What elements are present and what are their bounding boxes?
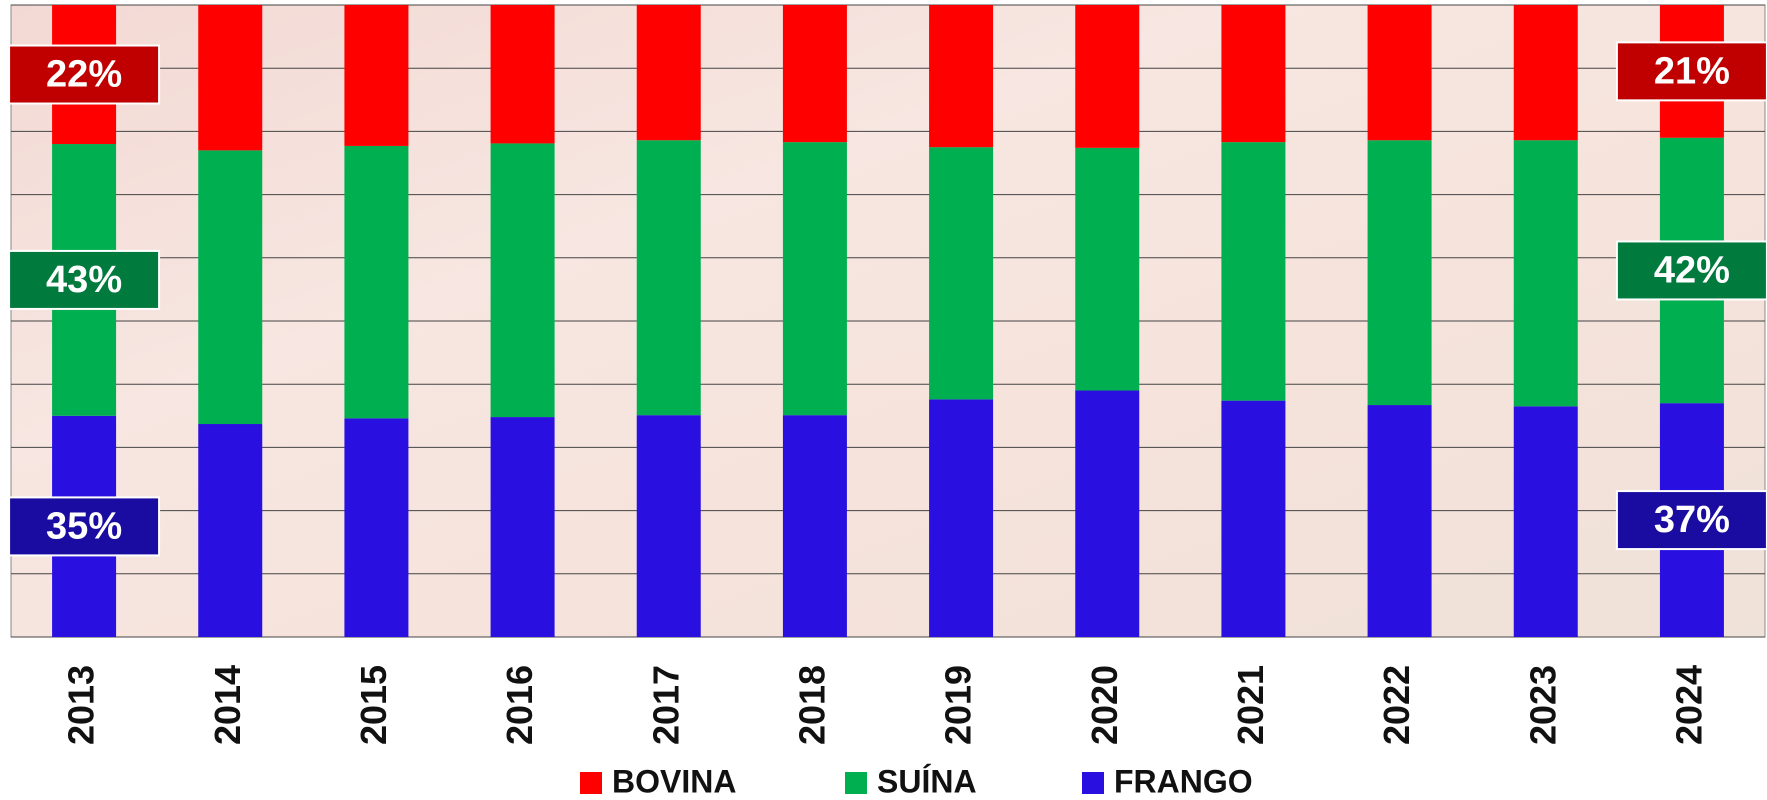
value-label: 22%	[46, 54, 122, 96]
x-tick-label: 2023	[1522, 665, 1563, 745]
x-tick-label: 2020	[1084, 665, 1125, 745]
x-tick-label: 2021	[1230, 665, 1271, 745]
legend-swatch	[580, 772, 602, 794]
legend-label: SUÍNA	[877, 763, 977, 799]
value-label: 35%	[46, 505, 122, 547]
bar-segment	[1367, 405, 1432, 637]
x-tick-label: 2016	[499, 665, 540, 745]
bar-segment	[782, 142, 847, 416]
bar-segment	[1513, 140, 1578, 407]
legend-label: BOVINA	[612, 763, 736, 799]
value-label-box	[8, 44, 161, 105]
x-tick-label: 2018	[791, 665, 832, 745]
bar-segment	[636, 5, 701, 141]
bar-segment	[344, 5, 409, 146]
value-label-box	[1615, 41, 1767, 102]
bar-segment	[1513, 5, 1578, 141]
bar-segment	[198, 5, 263, 151]
value-label-box	[1615, 240, 1767, 301]
bar-segment	[1367, 5, 1432, 141]
legend-swatch	[1082, 772, 1104, 794]
bar-segment	[1513, 406, 1578, 637]
bar-segment	[344, 145, 409, 419]
x-tick-label: 2013	[61, 665, 102, 745]
x-tick-label: 2015	[353, 665, 394, 745]
x-tick-label: 2022	[1376, 665, 1417, 745]
bar-segment	[929, 147, 994, 400]
bar-segment	[344, 418, 409, 637]
bar-segment	[1075, 147, 1140, 391]
bar-segment	[1075, 5, 1140, 148]
bar-segment	[490, 417, 555, 637]
bar-segment	[929, 399, 994, 637]
x-tick-label: 2014	[207, 665, 248, 745]
bar-segment	[782, 5, 847, 143]
legend-swatch	[845, 772, 867, 794]
bar-segment	[198, 150, 263, 425]
bar-segment	[1221, 5, 1286, 143]
value-label: 37%	[1654, 499, 1730, 541]
x-tick-label: 2017	[645, 665, 686, 745]
bar-segment	[1221, 142, 1286, 401]
bar-segment	[636, 415, 701, 637]
x-tick-label: 2019	[938, 665, 979, 745]
bar-segment	[490, 5, 555, 144]
bar-segment	[1075, 390, 1140, 637]
value-label-box	[8, 496, 161, 557]
legend-label: FRANGO	[1114, 763, 1253, 799]
value-label-box	[1615, 490, 1767, 551]
x-tick-label: 2024	[1668, 665, 1709, 745]
bar-segment	[490, 143, 555, 418]
value-label: 42%	[1654, 249, 1730, 291]
value-label: 21%	[1654, 50, 1730, 92]
value-label: 43%	[46, 259, 122, 301]
bar-segment	[929, 5, 994, 148]
bar-segment	[782, 415, 847, 637]
bar-segment	[1367, 140, 1432, 406]
bar-segment	[636, 140, 701, 416]
value-label-box	[8, 249, 161, 310]
bar-segment	[198, 424, 263, 637]
bar-segment	[1221, 400, 1286, 637]
